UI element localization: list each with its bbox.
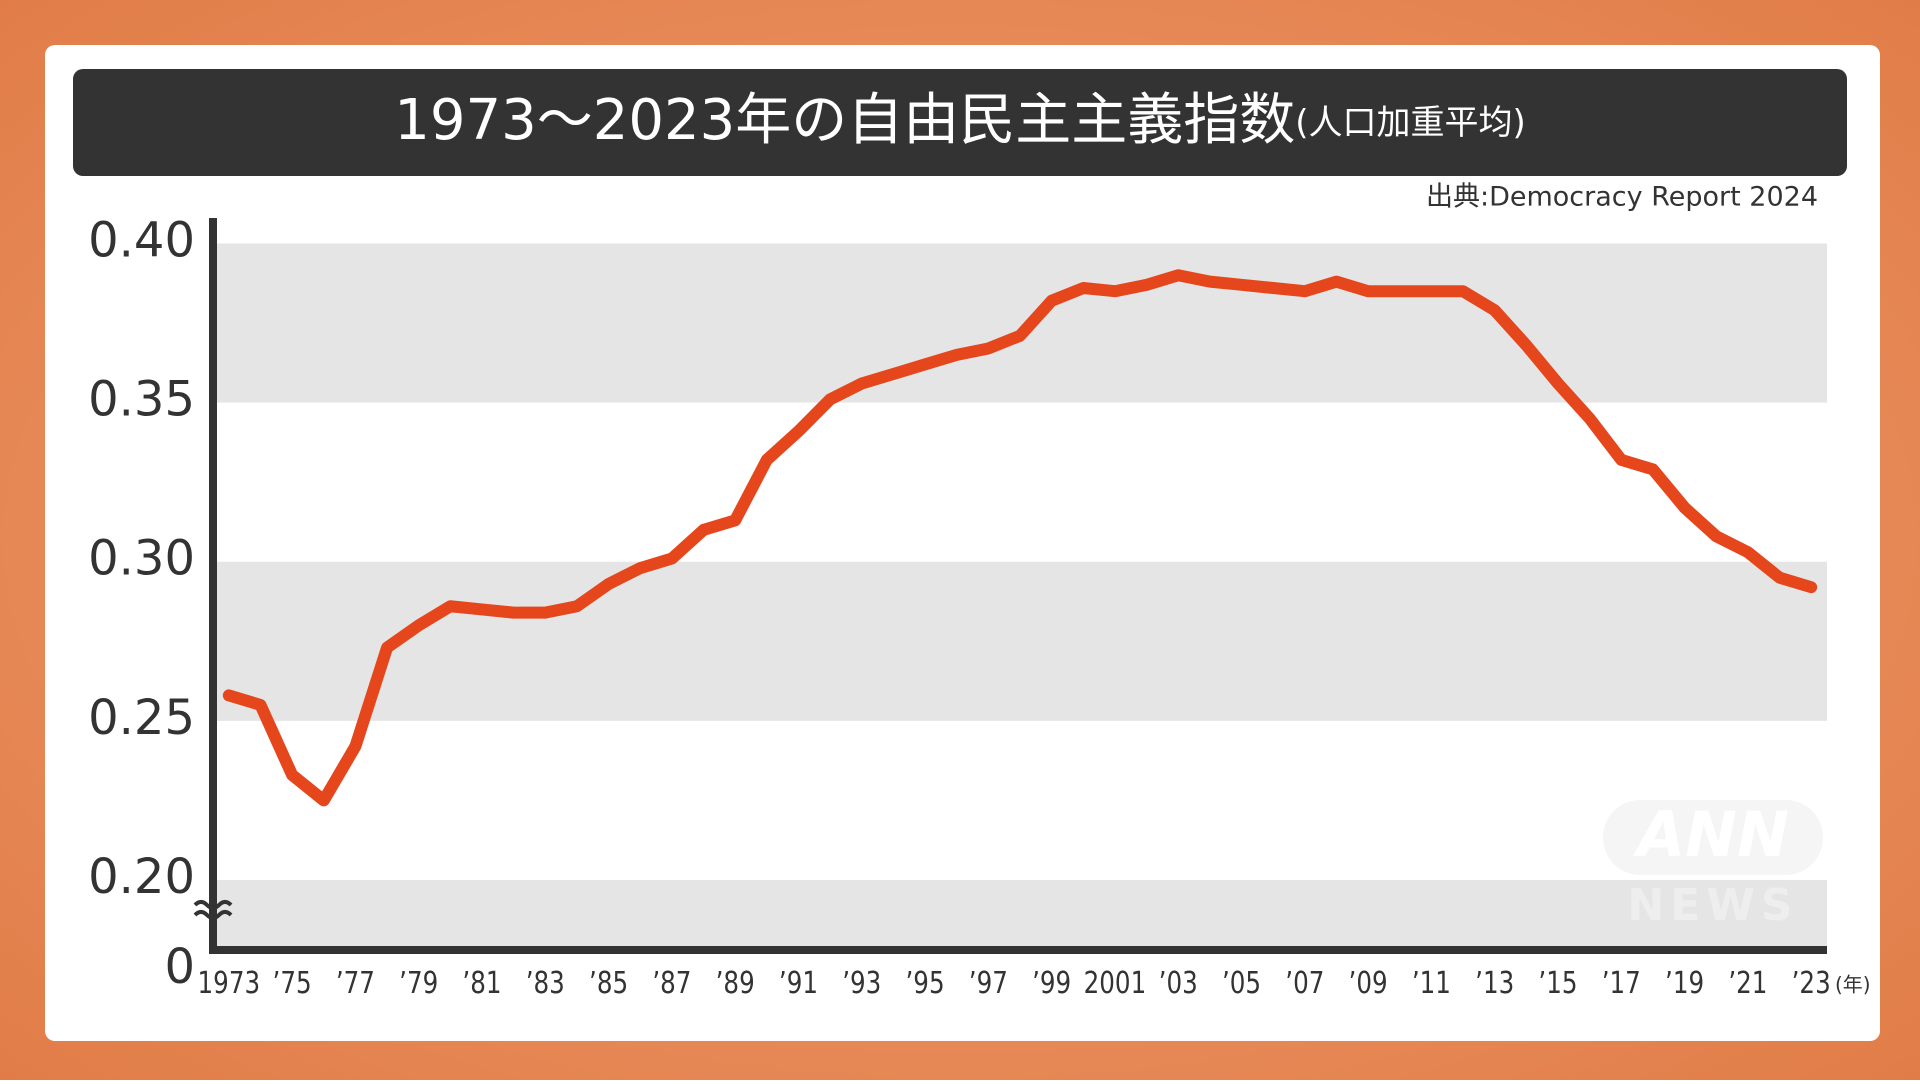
x-tick-label: ’89 bbox=[716, 967, 755, 1001]
x-tick-label: ’23 bbox=[1792, 967, 1831, 1001]
watermark: ANN bbox=[1632, 798, 1789, 871]
x-tick-label: ’83 bbox=[526, 967, 565, 1001]
axis-break bbox=[193, 900, 233, 920]
x-tick-label: ’75 bbox=[273, 967, 312, 1001]
x-tick-label: ’99 bbox=[1032, 967, 1071, 1001]
x-tick-label: ’07 bbox=[1285, 967, 1324, 1001]
x-tick-label: ’95 bbox=[905, 967, 944, 1001]
x-tick-label: ’03 bbox=[1159, 967, 1198, 1001]
x-tick-label: ’77 bbox=[336, 967, 375, 1001]
x-tick-label: ’21 bbox=[1728, 967, 1767, 1001]
x-tick-label: ’87 bbox=[652, 967, 691, 1001]
x-tick-label: ’91 bbox=[779, 967, 818, 1001]
chart-title: 1973〜2023年の自由民主主義指数(人口加重平均) bbox=[394, 88, 1526, 153]
x-tick-label: ’13 bbox=[1475, 967, 1514, 1001]
x-tick-label: ’17 bbox=[1602, 967, 1641, 1001]
x-tick-label: 2001 bbox=[1084, 967, 1147, 1001]
x-tick-label: ’79 bbox=[399, 967, 438, 1001]
x-tick-label: ’97 bbox=[969, 967, 1008, 1001]
data-line bbox=[222, 269, 1818, 807]
y-tick-label: 0.35 bbox=[88, 372, 195, 428]
x-unit: (年) bbox=[1835, 973, 1871, 997]
x-tick-label: ’05 bbox=[1222, 967, 1261, 1001]
grid-band bbox=[213, 561, 1827, 721]
x-tick-label: ’09 bbox=[1349, 967, 1388, 1001]
watermark: NEWS bbox=[1627, 880, 1798, 931]
x-tick-label: 1973 bbox=[198, 967, 261, 1001]
title-bar bbox=[73, 69, 1847, 176]
grid-band bbox=[213, 243, 1827, 403]
watermark-pill bbox=[1603, 800, 1823, 875]
x-tick-label: ’19 bbox=[1665, 967, 1704, 1001]
y-origin-label: 0 bbox=[164, 939, 195, 995]
source: 出典:Democracy Report 2024 bbox=[1426, 182, 1818, 213]
x-tick-label: ’93 bbox=[842, 967, 881, 1001]
y-tick-label: 0.40 bbox=[88, 212, 195, 268]
y-tick-label: 0.30 bbox=[88, 531, 195, 587]
x-tick-label: ’85 bbox=[589, 967, 628, 1001]
grid-band bbox=[213, 879, 1827, 950]
x-tick-label: ’15 bbox=[1538, 967, 1577, 1001]
title-main: 1973〜2023年の自由民主主義指数 bbox=[394, 88, 1295, 153]
x-tick-label: ’11 bbox=[1412, 967, 1451, 1001]
x-tick-label: ’81 bbox=[462, 967, 501, 1001]
y-tick-label: 0.20 bbox=[88, 849, 195, 905]
y-tick-label: 0.25 bbox=[88, 690, 195, 746]
title-suffix: (人口加重平均) bbox=[1295, 103, 1526, 143]
